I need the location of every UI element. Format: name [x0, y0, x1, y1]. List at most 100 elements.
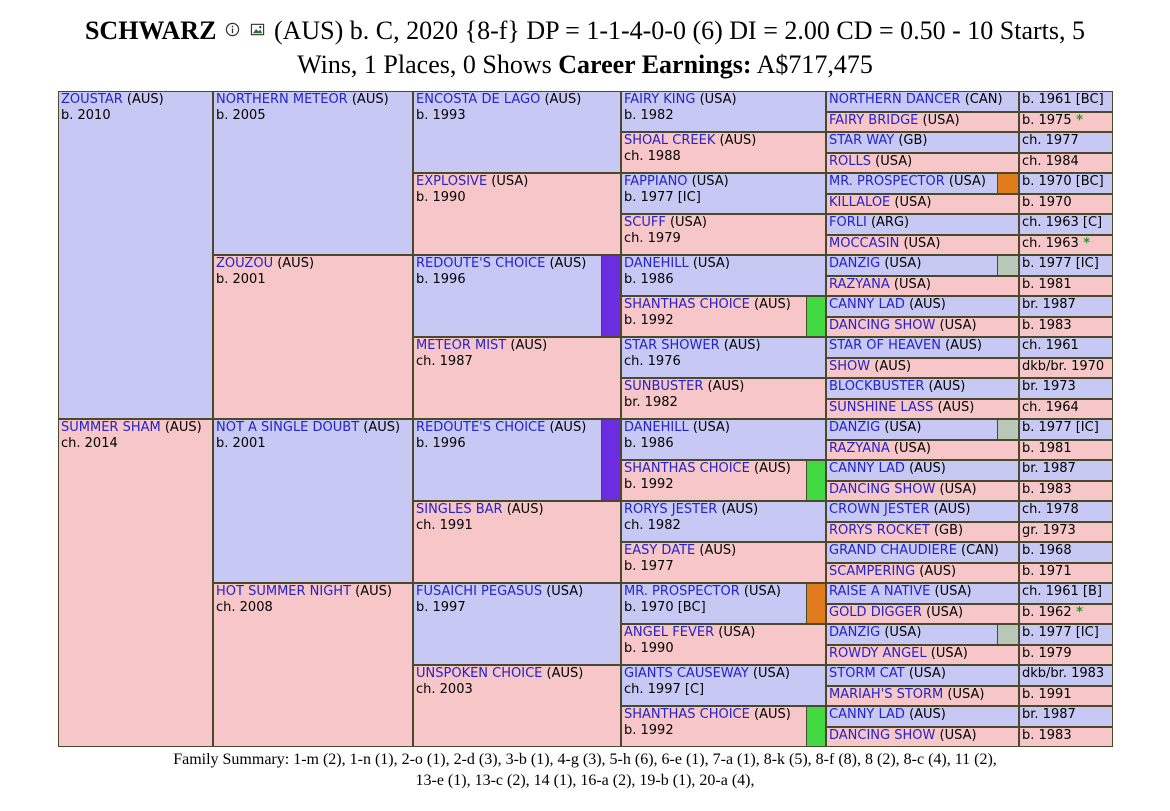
pedigree-cell-g5-6: FORLI (ARG)	[826, 214, 1019, 235]
horse-link[interactable]: GRAND CHAUDIERE	[829, 543, 957, 558]
pedigree-cell-g5-9: RAZYANA (USA)	[826, 276, 1019, 296]
horse-link[interactable]: DANEHILL	[624, 256, 689, 271]
horse-link[interactable]: SCAMPERING	[829, 564, 916, 579]
horse-line: GOLD DIGGER (USA)	[829, 605, 1016, 621]
pedigree-cell-g5-4: MR. PROSPECTOR (USA)	[826, 173, 1019, 194]
title-details: (AUS) b. C, 2020 {8-f} DP = 1-1-4-0-0 (6…	[273, 16, 1086, 45]
horse-link[interactable]: EASY DATE	[624, 543, 696, 558]
horse-link[interactable]: KILLALOE	[829, 195, 891, 210]
horse-link[interactable]: SUNSHINE LASS	[829, 400, 934, 415]
pedigree-cell-g4-2: FAPPIANO (USA) b. 1977 [IC]	[621, 173, 826, 214]
horse-link[interactable]: SHANTHAS CHOICE	[624, 297, 750, 312]
horse-link[interactable]: GOLD DIGGER	[829, 605, 922, 620]
horse-link[interactable]: MOCCASIN	[829, 236, 900, 251]
horse-country: (USA)	[935, 482, 977, 497]
horse-link[interactable]: CANNY LAD	[829, 461, 905, 476]
horse-line: STAR WAY (GB)	[829, 133, 1016, 149]
horse-link[interactable]: STAR WAY	[829, 133, 895, 148]
horse-link[interactable]: ANGEL FEVER	[624, 625, 715, 640]
horse-link[interactable]: CROWN JESTER	[829, 502, 930, 517]
horse-info-cell: br. 1987	[1019, 706, 1113, 727]
horse-link[interactable]: ZOUSTAR	[61, 92, 123, 107]
horse-link[interactable]: NORTHERN METEOR	[216, 92, 348, 107]
horse-line: DANCING SHOW (USA)	[829, 318, 1016, 334]
horse-link[interactable]: DANEHILL	[624, 420, 689, 435]
pedigree-cell-g3-4: REDOUTE'S CHOICE (AUS) b. 1996	[413, 419, 621, 501]
horse-link[interactable]: CANNY LAD	[829, 707, 905, 722]
horse-link[interactable]: REDOUTE'S CHOICE	[416, 420, 546, 435]
horse-info: b. 1986	[624, 436, 674, 451]
horse-link[interactable]: CANNY LAD	[829, 297, 905, 312]
horse-name: SCHWARZ	[84, 16, 217, 45]
horse-line: CANNY LAD (AUS)	[829, 461, 1016, 477]
horse-link[interactable]: MARIAH'S STORM	[829, 687, 944, 702]
info-icon[interactable]	[225, 22, 240, 37]
horse-link[interactable]: STORM CAT	[829, 666, 905, 681]
horse-link[interactable]: FUSAICHI PEGASUS	[416, 584, 543, 599]
horse-info-cell: gr. 1973	[1019, 522, 1113, 542]
horse-link[interactable]: ENCOSTA DE LAGO	[416, 92, 541, 107]
horse-link[interactable]: FAIRY KING	[624, 92, 696, 107]
horse-link[interactable]: SHANTHAS CHOICE	[624, 461, 750, 476]
horse-line: DANZIG (USA)	[829, 625, 1016, 641]
horse-link[interactable]: SUMMER SHAM	[61, 420, 161, 435]
horse-country: (AUS)	[545, 420, 587, 435]
pedigree-cell-g3-7: UNSPOKEN CHOICE (AUS) ch. 2003	[413, 665, 621, 747]
horse-link[interactable]: RORYS ROCKET	[829, 523, 930, 538]
horse-link[interactable]: SHANTHAS CHOICE	[624, 707, 750, 722]
horse-link[interactable]: SHOW	[829, 359, 871, 374]
horse-info: br. 1987	[1022, 297, 1076, 312]
horse-info: b. 1983	[1022, 482, 1072, 497]
horse-link[interactable]: RAZYANA	[829, 277, 890, 292]
horse-link[interactable]: DANCING SHOW	[829, 728, 936, 743]
horse-link[interactable]: NOT A SINGLE DOUBT	[216, 420, 360, 435]
horse-link[interactable]: DANZIG	[829, 625, 881, 640]
horse-link[interactable]: METEOR MIST	[416, 338, 507, 353]
horse-link[interactable]: SINGLES BAR	[416, 502, 503, 517]
horse-link[interactable]: STAR SHOWER	[624, 338, 720, 353]
image-icon[interactable]	[250, 22, 265, 37]
horse-link[interactable]: SHOAL CREEK	[624, 133, 716, 148]
horse-link[interactable]: RAZYANA	[829, 441, 890, 456]
horse-link[interactable]: FAPPIANO	[624, 174, 688, 189]
horse-link[interactable]: SUNBUSTER	[624, 379, 704, 394]
horse-link[interactable]: NORTHERN DANCER	[829, 92, 961, 107]
horse-link[interactable]: STAR OF HEAVEN	[829, 338, 941, 353]
horse-country: (AUS)	[715, 133, 757, 148]
horse-link[interactable]: GIANTS CAUSEWAY	[624, 666, 749, 681]
horse-link[interactable]: REDOUTE'S CHOICE	[416, 256, 546, 271]
dosage-marker	[601, 256, 620, 336]
horse-link[interactable]: EXPLOSIVE	[416, 174, 488, 189]
horse-link[interactable]: DANCING SHOW	[829, 318, 936, 333]
horse-link[interactable]: ZOUZOU	[216, 256, 274, 271]
horse-link[interactable]: DANCING SHOW	[829, 482, 936, 497]
horse-link[interactable]: FAIRY BRIDGE	[829, 113, 919, 128]
pedigree-cell-g5-13: SHOW (AUS)	[826, 358, 1019, 378]
horse-info: b. 1992	[624, 477, 674, 492]
horse-info: ch. 1984	[1022, 154, 1079, 169]
horse-country: (CAN)	[956, 543, 999, 558]
horse-info-cell: b. 1970 [BC]	[1019, 173, 1113, 194]
horse-info: b. 1977 [IC]	[1022, 420, 1099, 435]
horse-link[interactable]: UNSPOKEN CHOICE	[416, 666, 543, 681]
horse-info-cell: b. 1979	[1019, 645, 1113, 665]
horse-link[interactable]: DANZIG	[829, 420, 881, 435]
horse-link[interactable]: RORYS JESTER	[624, 502, 718, 517]
horse-link[interactable]: MR. PROSPECTOR	[624, 584, 740, 599]
horse-link[interactable]: HOT SUMMER NIGHT	[216, 584, 352, 599]
horse-link[interactable]: MR. PROSPECTOR	[829, 174, 945, 189]
horse-link[interactable]: ROLLS	[829, 154, 872, 169]
horse-line: STORM CAT (USA)	[829, 666, 1016, 682]
horse-link[interactable]: RAISE A NATIVE	[829, 584, 931, 599]
horse-link[interactable]: SCUFF	[624, 215, 666, 230]
horse-link[interactable]: BLOCKBUSTER	[829, 379, 925, 394]
horse-info: b. 1971	[1022, 564, 1072, 579]
horse-country: (GB)	[894, 133, 928, 148]
horse-info: b. 1990	[624, 641, 674, 656]
horse-link[interactable]: FORLI	[829, 215, 867, 230]
pedigree-cell-g5-16: DANZIG (USA)	[826, 419, 1019, 440]
horse-line: CANNY LAD (AUS)	[829, 297, 1016, 313]
horse-link[interactable]: DANZIG	[829, 256, 881, 271]
dosage-marker	[806, 297, 825, 336]
horse-link[interactable]: ROWDY ANGEL	[829, 646, 927, 661]
